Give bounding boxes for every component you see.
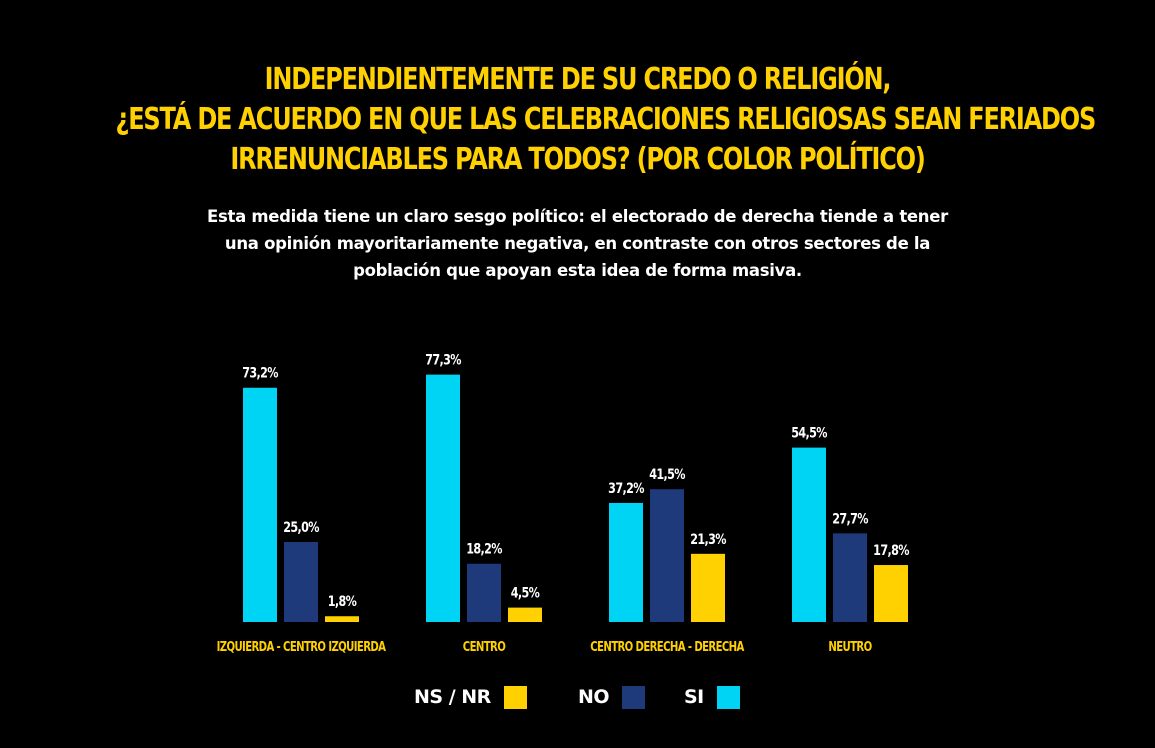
data-label: 54,5% bbox=[791, 424, 828, 441]
category-label: CENTRO DERECHA - DERECHA bbox=[590, 639, 744, 655]
data-label: 27,7% bbox=[832, 510, 869, 527]
data-label: 1,8% bbox=[328, 593, 357, 610]
legend-item-no: NO bbox=[578, 682, 646, 712]
data-label: 41,5% bbox=[649, 466, 686, 483]
chart-title-line: ¿ESTÁ DE ACUERDO EN QUE LAS CELEBRACIONE… bbox=[115, 102, 1097, 137]
category-label: IZQUIERDA - CENTRO IZQUIERDA bbox=[217, 639, 386, 655]
bar-si bbox=[792, 447, 826, 622]
data-label: 25,0% bbox=[283, 519, 320, 536]
bar-nsnr bbox=[691, 553, 725, 622]
category-label: NEUTRO bbox=[828, 639, 872, 655]
chart-title-line: INDEPENDIENTEMENTE DE SU CREDO O RELIGIÓ… bbox=[264, 62, 892, 97]
legend-label-si: SI bbox=[684, 686, 704, 708]
data-label: 37,2% bbox=[608, 480, 645, 497]
data-label: 17,8% bbox=[873, 542, 910, 559]
bar-no bbox=[833, 533, 867, 622]
chart-legend: NS / NR NO SI bbox=[0, 682, 1155, 712]
bar-si bbox=[609, 502, 643, 622]
data-label: 77,3% bbox=[425, 351, 462, 368]
legend-item-nsnr: NS / NR bbox=[414, 682, 527, 712]
data-label: 18,2% bbox=[466, 541, 503, 558]
bar-nsnr bbox=[508, 607, 542, 622]
legend-swatch-nsnr bbox=[503, 685, 527, 709]
chart-subtitle: Esta medida tiene un claro sesgo polític… bbox=[207, 207, 948, 280]
legend-swatch-si bbox=[716, 685, 740, 709]
data-label: 4,5% bbox=[511, 584, 540, 601]
bar-no bbox=[650, 489, 684, 622]
bar-si bbox=[426, 374, 460, 622]
bar-no bbox=[284, 542, 318, 622]
chart-title-line: IRRENUNCIABLES PARA TODOS? (POR COLOR PO… bbox=[230, 142, 926, 177]
chart-title: INDEPENDIENTEMENTE DE SU CREDO O RELIGIÓ… bbox=[115, 60, 1097, 180]
legend-label-nsnr: NS / NR bbox=[414, 686, 491, 708]
data-label: 73,2% bbox=[242, 365, 279, 382]
legend-label-no: NO bbox=[578, 686, 610, 708]
legend-swatch-no bbox=[622, 685, 646, 709]
bar-nsnr bbox=[325, 616, 359, 622]
bar-nsnr bbox=[874, 565, 908, 622]
legend-item-si: SI bbox=[684, 682, 740, 712]
category-label: CENTRO bbox=[463, 639, 506, 655]
bar-si bbox=[243, 387, 277, 622]
bar-no bbox=[467, 563, 501, 622]
data-label: 21,3% bbox=[690, 531, 727, 548]
